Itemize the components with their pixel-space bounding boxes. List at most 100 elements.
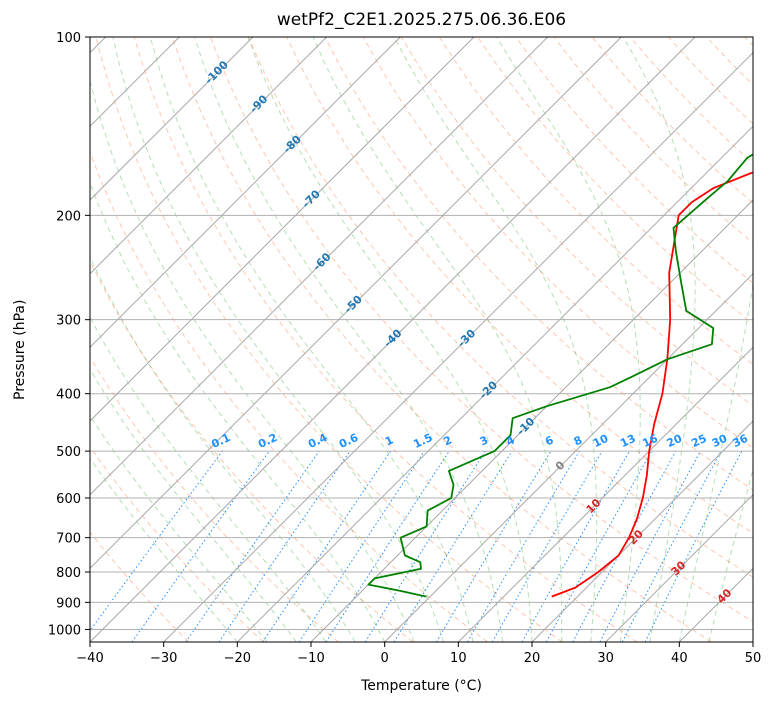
isotherm-line (90, 37, 696, 642)
mixing-ratio-line (467, 450, 580, 642)
plot-frame (89, 36, 754, 643)
mixing-ratio-label: 36 (731, 432, 751, 450)
isotherm-line (236, 125, 753, 642)
mixing-ratio-line (90, 450, 223, 632)
mixing-ratio-label: 25 (689, 432, 708, 450)
mixing-ratio-label: 0.6 (337, 431, 360, 451)
x-tick-label: −40 (76, 651, 103, 666)
moist-adiabat (622, 37, 696, 642)
mixing-ratio-label: 16 (640, 432, 660, 450)
isotherm-line (678, 567, 753, 642)
x-tick-label: 0 (381, 651, 389, 666)
dry-adiabat (248, 37, 753, 578)
dry-adiabat (171, 37, 712, 642)
dry-adiabat (90, 531, 190, 642)
moist-adiabat (496, 37, 641, 642)
moist-adiabat (90, 255, 356, 642)
isotherm-line (163, 51, 753, 642)
mixing-ratio-line (298, 450, 425, 642)
chart-title: wetPf2_C2E1.2025.275.06.36.E06 (276, 10, 567, 30)
x-tick-label: 20 (524, 651, 541, 666)
isotherm-line (457, 346, 753, 642)
mixing-ratio-label: 6 (543, 433, 556, 448)
mixing-ratio-line (364, 450, 486, 642)
moist-adiabat (90, 316, 327, 642)
moist-adiabat (90, 457, 238, 642)
isotherm-line (90, 37, 401, 349)
moist-adiabat (112, 37, 445, 642)
dry-adiabat (515, 37, 753, 284)
mixing-ratio-line (435, 450, 552, 642)
mixing-ratio-line (325, 450, 450, 642)
moist-adiabat (312, 37, 563, 642)
y-tick-label: 100 (56, 31, 81, 46)
dry-adiabat (133, 37, 638, 642)
moist-adiabat (90, 78, 415, 642)
x-tick-label: −10 (297, 651, 324, 666)
dry-adiabat (90, 356, 339, 642)
temperature-profile-line (551, 171, 753, 598)
dry-adiabat (668, 37, 753, 125)
x-tick-label: −20 (224, 651, 251, 666)
dry-adiabat (591, 37, 753, 204)
mixing-ratio-label: 13 (618, 432, 637, 450)
mixing-ratio-label: 8 (572, 433, 584, 448)
isotherm-label: -60 (310, 250, 333, 273)
y-axis-label: Pressure (hPa) (12, 299, 28, 400)
mixing-ratio-label: 1 (383, 433, 395, 448)
x-tick-label: −30 (150, 651, 177, 666)
moist-adiabat (149, 37, 474, 642)
mixing-ratio-line (545, 450, 653, 642)
isotherm-label: -40 (381, 326, 404, 349)
x-tick-label: 50 (745, 651, 762, 666)
isotherm-label: -30 (455, 326, 478, 349)
moist-adiabat (393, 37, 598, 642)
isotherm-line (90, 37, 254, 201)
isotherm-line (531, 420, 753, 642)
isotherm-line (90, 37, 328, 275)
mixing-ratio-line (262, 450, 392, 642)
dry-adiabat (400, 37, 753, 407)
mixing-ratio-line (521, 450, 630, 642)
dewpoint-profile-line (367, 153, 753, 598)
dry-adiabat (438, 37, 753, 366)
x-tick-label: 40 (671, 651, 688, 666)
dry-adiabat (706, 37, 753, 86)
x-tick-label: 30 (597, 651, 614, 666)
isotherm-line (384, 272, 753, 642)
dry-adiabat (95, 37, 563, 642)
isotherm-line (605, 493, 753, 642)
mixing-ratio-line (572, 450, 677, 642)
dry-adiabat (744, 37, 753, 47)
moist-adiabat (247, 37, 533, 642)
y-tick-label: 300 (56, 314, 81, 329)
dry-adiabat (90, 259, 414, 642)
mixing-ratio-label: 10 (591, 432, 611, 450)
isotherm-label: -20 (477, 378, 500, 401)
isotherm-label: 20 (626, 527, 646, 547)
y-tick-label: 700 (56, 532, 81, 547)
mixing-ratio-line (185, 450, 320, 642)
isotherm-line (90, 37, 622, 570)
y-tick-label: 600 (56, 492, 81, 507)
mixing-ratio-label: 0.1 (209, 431, 232, 451)
dry-adiabat (210, 37, 753, 623)
isotherm-line (90, 37, 475, 422)
mixing-ratio-line (218, 450, 351, 642)
isotherm-label: -100 (202, 58, 231, 87)
y-tick-label: 400 (56, 388, 81, 403)
mixing-ratio-line (644, 450, 743, 642)
mixing-ratio-label: 0.4 (306, 431, 329, 451)
dry-adiabat (90, 150, 488, 642)
mixing-ratio-line (131, 450, 270, 642)
isotherm-line (310, 199, 753, 642)
isotherm-line (752, 641, 753, 642)
y-tick-label: 500 (56, 445, 81, 460)
dry-adiabat (90, 445, 264, 642)
mixing-ratio-label: 2 (442, 433, 454, 448)
y-tick-label: 1000 (48, 623, 81, 638)
y-tick-label: 900 (56, 596, 81, 611)
moist-adiabat (708, 467, 753, 642)
